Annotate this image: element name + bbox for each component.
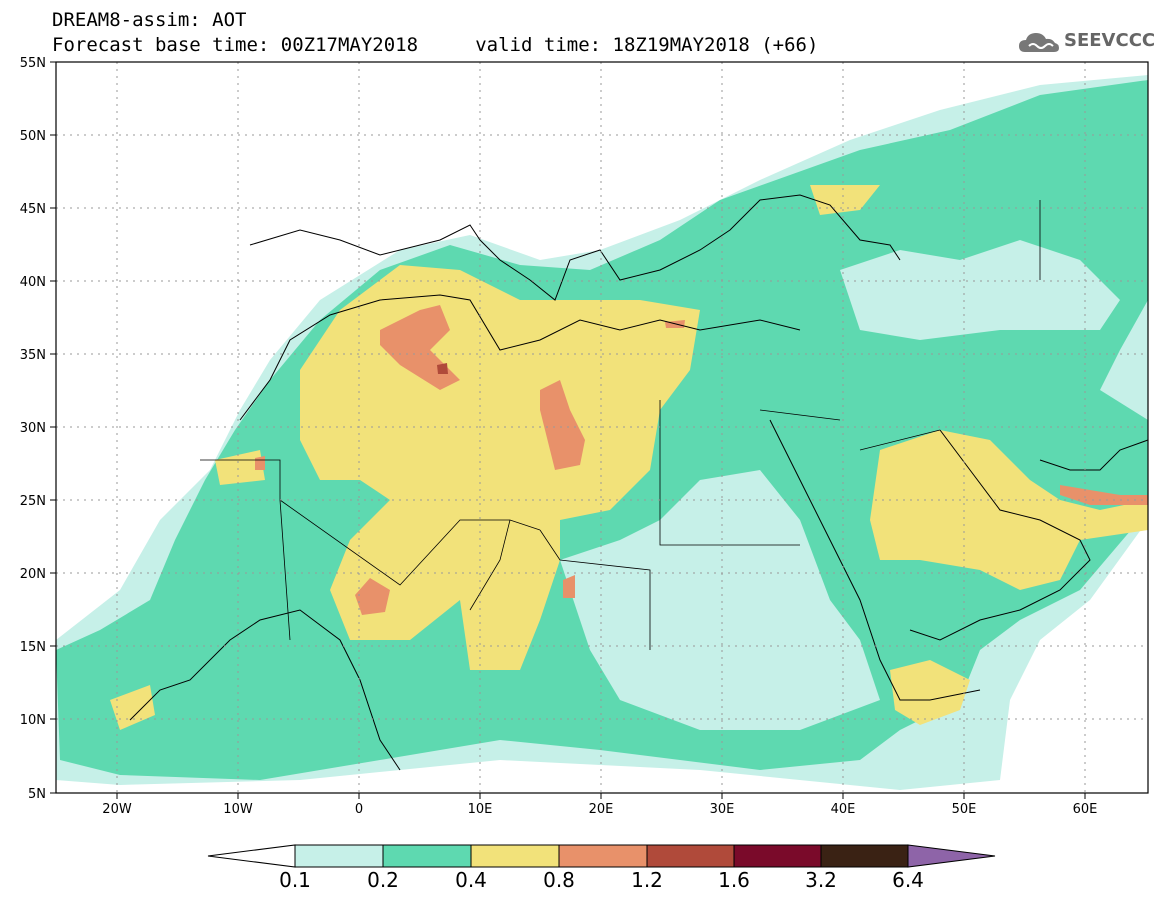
aot-band-0.1-lowzone [560, 470, 880, 730]
colorbar-segment-above [907, 844, 996, 868]
aot-band-1.2-atlas [437, 363, 448, 374]
colorbar-label: 3.2 [805, 868, 837, 892]
lat-tick-label: 5N [28, 787, 46, 802]
colorbar-label: 0.4 [455, 868, 487, 892]
lat-tick-label: 20N [20, 567, 46, 582]
lon-tick-label: 30E [710, 802, 735, 817]
borders [200, 200, 1041, 650]
logo-text: SEEVCCC [1064, 30, 1156, 51]
colorbar-label: 0.1 [279, 868, 311, 892]
colorbar-label: 0.2 [367, 868, 399, 892]
lon-tick-label: 0 [355, 802, 363, 817]
lat-tick-label: 10N [20, 713, 46, 728]
lon-tick-label: 60E [1073, 802, 1098, 817]
aot-band-0.8-niger [355, 578, 390, 615]
lon-tick-label: 50E [952, 802, 977, 817]
forecast-times: Forecast base time: 00Z17MAY2018 valid t… [52, 34, 819, 56]
colorbar-label: 0.8 [543, 868, 575, 892]
colorbar-segment [294, 844, 384, 868]
colorbar-label: 1.2 [631, 868, 663, 892]
colorbar-segment-below [207, 844, 296, 868]
aot-band-0.4-horn [890, 660, 970, 725]
lon-tick-label: 20E [589, 802, 614, 817]
map-title: DREAM8-assim: AOT [52, 9, 247, 31]
map-grid [56, 62, 1148, 793]
lat-tick-label: 30N [20, 421, 46, 436]
coastlines [129, 194, 1148, 771]
lon-tick-label: 10W [223, 802, 253, 817]
aot-band-0.4-west [110, 685, 155, 730]
colorbar-label: 6.4 [892, 868, 924, 892]
lat-tick-label: 50N [20, 129, 46, 144]
colorbar-label: 1.6 [718, 868, 750, 892]
aot-band-0.4-sahara-west [215, 450, 265, 485]
aot-band-0.4-sahara [300, 265, 700, 670]
lat-tick-label: 35N [20, 348, 46, 363]
colorbar-segment [470, 844, 560, 868]
colorbar-segment [820, 844, 909, 868]
aot-band-0.8-gulf [1060, 485, 1148, 505]
lat-tick-label: 15N [20, 640, 46, 655]
lon-tick-label: 10E [468, 802, 493, 817]
aot-band-0.8-westsahara [255, 456, 265, 470]
aot-band-0.1-east [840, 240, 1120, 340]
lat-tick-label: 40N [20, 275, 46, 290]
lat-tick-label: 55N [20, 56, 46, 71]
colorbar-segment [646, 844, 735, 868]
lat-tick-label: 45N [20, 202, 46, 217]
aot-band-0.4-arabia [870, 430, 1148, 590]
lon-tick-label: 20W [102, 802, 132, 817]
aot-band-0.8-chad [563, 575, 575, 598]
lat-tick-label: 25N [20, 494, 46, 509]
aot-band-0.8-libya [540, 380, 585, 470]
colorbar-segment [558, 844, 648, 868]
colorbar-segment [382, 844, 472, 868]
lon-tick-label: 40E [831, 802, 856, 817]
cloud-logo-icon [1019, 33, 1059, 52]
colorbar-segment [733, 844, 822, 868]
